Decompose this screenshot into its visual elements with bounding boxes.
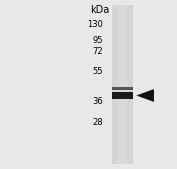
Text: 130: 130 [87, 20, 103, 29]
Bar [112, 87, 133, 90]
Text: 36: 36 [92, 97, 103, 106]
Bar [117, 5, 127, 164]
Text: kDa: kDa [90, 5, 110, 15]
Text: 95: 95 [92, 36, 103, 45]
Bar [112, 5, 133, 164]
Text: 28: 28 [92, 118, 103, 127]
Text: 72: 72 [92, 47, 103, 56]
Bar [112, 92, 133, 99]
Polygon shape [136, 89, 154, 102]
Text: 55: 55 [92, 67, 103, 76]
